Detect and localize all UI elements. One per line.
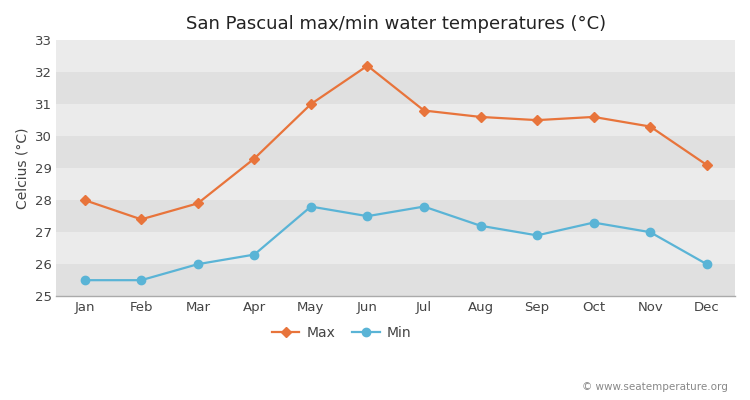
- Bar: [56, 200, 735, 232]
- Max: [194, 201, 202, 206]
- Min: [590, 220, 598, 225]
- Y-axis label: Celcius (°C): Celcius (°C): [15, 127, 29, 209]
- Max: [646, 124, 655, 129]
- Bar: [56, 136, 735, 168]
- Bar: [56, 40, 735, 72]
- Min: [532, 233, 542, 238]
- Bar: [56, 104, 735, 136]
- Min: [307, 204, 316, 209]
- Min: [80, 278, 89, 282]
- Min: [194, 262, 202, 266]
- Title: San Pascual max/min water temperatures (°C): San Pascual max/min water temperatures (…: [186, 15, 606, 33]
- Max: [363, 63, 372, 68]
- Max: [419, 108, 428, 113]
- Min: [250, 252, 259, 257]
- Min: [419, 204, 428, 209]
- Bar: [56, 232, 735, 264]
- Line: Max: Max: [81, 62, 710, 223]
- Bar: [56, 264, 735, 296]
- Max: [80, 198, 89, 202]
- Legend: Max, Min: Max, Min: [266, 320, 417, 346]
- Max: [307, 102, 316, 106]
- Bar: [56, 72, 735, 104]
- Min: [476, 223, 485, 228]
- Max: [590, 114, 598, 119]
- Min: [136, 278, 146, 282]
- Min: [363, 214, 372, 218]
- Bar: [56, 168, 735, 200]
- Max: [532, 118, 542, 122]
- Min: [646, 230, 655, 234]
- Max: [702, 162, 711, 167]
- Max: [250, 156, 259, 161]
- Max: [476, 114, 485, 119]
- Line: Min: Min: [80, 202, 711, 284]
- Max: [136, 217, 146, 222]
- Text: © www.seatemperature.org: © www.seatemperature.org: [582, 382, 728, 392]
- Min: [702, 262, 711, 266]
